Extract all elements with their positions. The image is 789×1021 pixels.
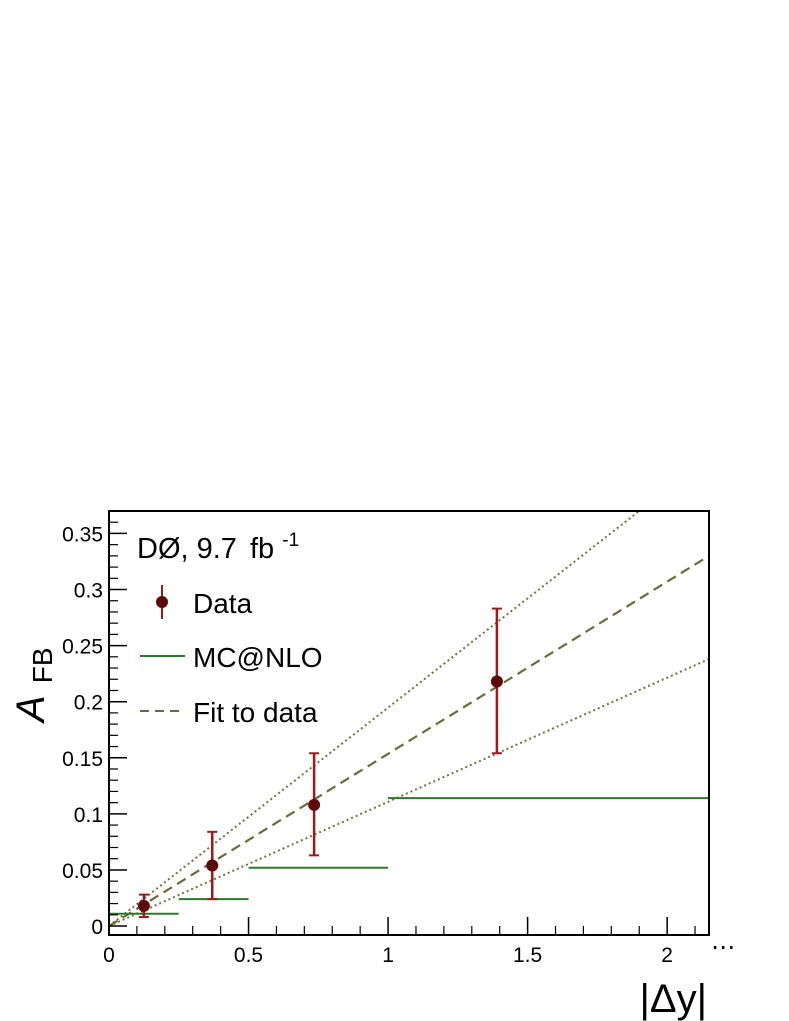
x-axis-ellipsis: ⋯ (711, 934, 735, 961)
legend-item-mcnlo: MC@NLO (140, 642, 323, 673)
data-point-3 (491, 675, 503, 687)
y-tick-label-7: 0.35 (62, 523, 103, 546)
legend-fit-label: Fit to data (193, 697, 318, 728)
x-axis-title: |Δy| (640, 977, 708, 1021)
data-point-2 (308, 799, 320, 811)
y-axis-title: A FB (9, 647, 58, 724)
legend: DØ, 9.7 fb -1 Data MC@NLO Fit to data (137, 530, 323, 728)
experiment-label: DØ, 9.7 fb -1 (137, 530, 299, 565)
legend-item-fit: Fit to data (140, 697, 318, 728)
band-upper-line (109, 511, 639, 926)
y-tick-label-6: 0.3 (74, 580, 103, 603)
x-tick-label-3: 1.5 (513, 944, 542, 967)
y-tick-label-4: 0.2 (74, 692, 103, 715)
y-tick-label-2: 0.1 (74, 804, 103, 827)
y-tick-label-3: 0.15 (62, 748, 103, 771)
legend-mcnlo-label: MC@NLO (193, 642, 323, 673)
x-tick-label-0: 0 (103, 944, 115, 967)
x-tick-label-4: 2 (661, 944, 673, 967)
data-point-0 (138, 900, 150, 912)
x-tick-label-1: 0.5 (234, 944, 263, 967)
legend-data-marker (156, 596, 168, 608)
legend-data-label: Data (193, 588, 253, 619)
y-tick-label-0: 0 (91, 916, 103, 939)
legend-item-data: Data (156, 585, 253, 619)
data-point-1 (206, 859, 218, 871)
x-tick-label-2: 1 (382, 944, 394, 967)
y-tick-label-1: 0.05 (62, 860, 103, 883)
y-tick-label-5: 0.25 (62, 636, 103, 659)
axis-layer: 0 0.5 1 1.5 2 0 0.05 0.1 0.15 0.2 0.25 0.3 0.35 (62, 522, 695, 967)
